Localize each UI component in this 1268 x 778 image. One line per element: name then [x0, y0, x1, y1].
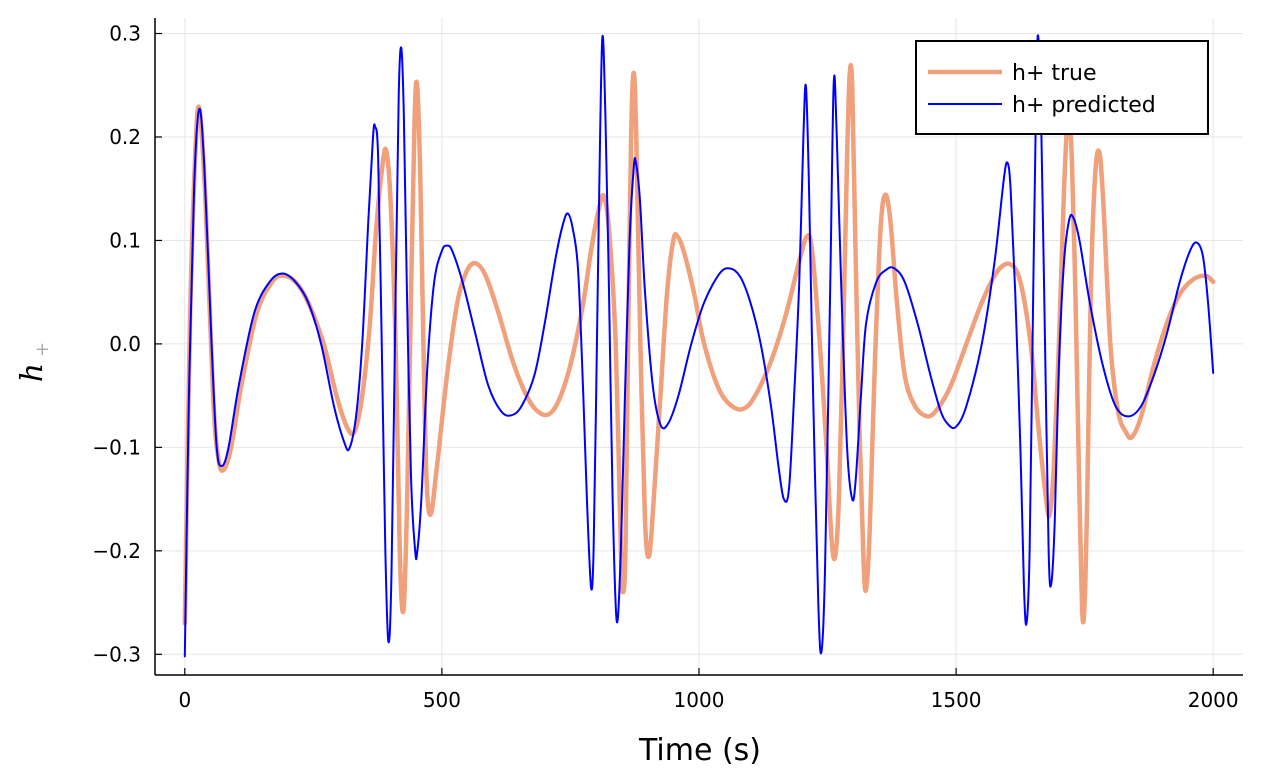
series-line-predicted: [183, 34, 1215, 658]
x-ticks: 0 500 1000 1500 2000: [178, 668, 1239, 712]
y-tick-label: 0.1: [109, 228, 141, 252]
y-tick-label: −0.2: [92, 539, 141, 563]
x-tick-label: 0: [178, 688, 191, 712]
legend-box: [915, 40, 1209, 135]
svg-text:h+: h+: [15, 342, 53, 382]
y-axis-title: h+: [15, 342, 53, 382]
legend-label-predicted: h+ predicted: [1012, 93, 1156, 118]
y-axis-title-subscript: +: [32, 342, 53, 357]
y-axis-title-main: h: [15, 363, 50, 382]
legend-label-true: h+ true: [1012, 61, 1097, 86]
x-tick-label: 500: [423, 688, 461, 712]
y-ticks: −0.3 −0.2 −0.1 0.0 0.1 0.2 0.3: [92, 22, 162, 666]
y-tick-label: 0.0: [109, 332, 141, 356]
x-tick-label: 1500: [931, 688, 982, 712]
y-tick-label: 0.3: [109, 22, 141, 46]
x-tick-label: 2000: [1188, 688, 1239, 712]
y-tick-label: 0.2: [109, 125, 141, 149]
y-tick-label: −0.3: [92, 642, 141, 666]
x-tick-label: 1000: [674, 688, 725, 712]
legend: h+ true h+ predicted: [915, 40, 1209, 135]
x-axis-title: Time (s): [638, 733, 761, 768]
series-layer: [182, 34, 1216, 658]
y-tick-label: −0.1: [92, 435, 141, 459]
